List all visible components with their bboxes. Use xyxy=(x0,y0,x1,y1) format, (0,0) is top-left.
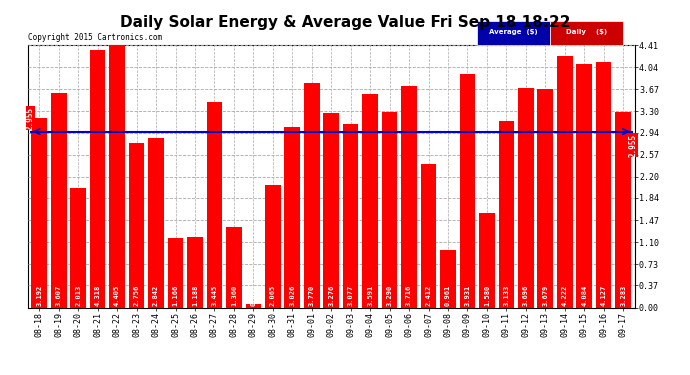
Bar xyxy=(129,144,144,308)
Bar xyxy=(421,164,436,308)
Bar xyxy=(460,74,475,308)
Bar xyxy=(499,121,514,308)
Text: Daily    ($): Daily ($) xyxy=(566,29,607,35)
Bar xyxy=(70,188,86,308)
Bar xyxy=(538,88,553,308)
Text: 3.770: 3.770 xyxy=(308,285,315,306)
FancyBboxPatch shape xyxy=(550,21,622,45)
Bar xyxy=(615,112,631,308)
Text: 4.405: 4.405 xyxy=(114,285,120,306)
Text: 2.412: 2.412 xyxy=(426,285,431,306)
Bar xyxy=(557,56,573,308)
Text: 3.290: 3.290 xyxy=(386,285,393,306)
Bar xyxy=(479,213,495,308)
Text: 1.166: 1.166 xyxy=(172,285,179,306)
Bar xyxy=(596,62,611,308)
Text: 3.607: 3.607 xyxy=(56,285,61,306)
Text: Average  ($): Average ($) xyxy=(489,29,538,35)
Bar xyxy=(284,128,300,308)
Text: 4.318: 4.318 xyxy=(95,285,101,306)
Text: Daily Solar Energy & Average Value Fri Sep 18 18:22: Daily Solar Energy & Average Value Fri S… xyxy=(120,15,570,30)
Text: 3.192: 3.192 xyxy=(37,285,42,306)
Bar xyxy=(187,237,203,308)
Text: 2.013: 2.013 xyxy=(75,285,81,306)
Bar xyxy=(109,45,125,308)
Text: 3.679: 3.679 xyxy=(542,285,549,306)
Text: Copyright 2015 Cartronics.com: Copyright 2015 Cartronics.com xyxy=(28,33,161,42)
Bar xyxy=(518,87,533,308)
Text: 3.133: 3.133 xyxy=(503,285,509,306)
Bar xyxy=(206,102,222,308)
Bar xyxy=(168,238,184,308)
Text: 0.961: 0.961 xyxy=(445,285,451,306)
Text: 1.580: 1.580 xyxy=(484,285,490,306)
Text: 3.077: 3.077 xyxy=(348,285,354,306)
Bar xyxy=(246,304,261,307)
Text: 3.716: 3.716 xyxy=(406,285,412,306)
Bar xyxy=(402,86,417,308)
Text: 1.188: 1.188 xyxy=(192,285,198,306)
Text: 4.222: 4.222 xyxy=(562,285,568,306)
Text: 2.955: 2.955 xyxy=(629,134,638,156)
Text: 3.445: 3.445 xyxy=(211,285,217,306)
Text: 2.955: 2.955 xyxy=(26,107,35,130)
Bar xyxy=(576,64,592,308)
Text: 2.842: 2.842 xyxy=(153,285,159,306)
Bar xyxy=(343,124,358,308)
Bar xyxy=(362,94,378,308)
Text: 1.360: 1.360 xyxy=(231,285,237,306)
Text: 2.756: 2.756 xyxy=(134,285,139,306)
Bar xyxy=(382,112,397,308)
Text: 4.127: 4.127 xyxy=(601,285,607,306)
FancyBboxPatch shape xyxy=(477,21,550,45)
Text: 3.931: 3.931 xyxy=(464,285,471,306)
Text: 3.696: 3.696 xyxy=(523,285,529,306)
Text: 3.026: 3.026 xyxy=(289,285,295,306)
Bar xyxy=(90,51,106,308)
Text: 0.060: 0.060 xyxy=(250,285,257,306)
Text: 2.065: 2.065 xyxy=(270,285,276,306)
Text: 3.276: 3.276 xyxy=(328,285,334,306)
Bar xyxy=(32,117,47,308)
Bar xyxy=(51,93,66,308)
Text: 3.283: 3.283 xyxy=(620,285,626,306)
Bar xyxy=(148,138,164,308)
Bar xyxy=(304,83,319,308)
Text: 3.591: 3.591 xyxy=(367,285,373,306)
Bar xyxy=(265,184,281,308)
Bar xyxy=(226,226,242,308)
Bar xyxy=(324,112,339,308)
Bar xyxy=(440,250,456,307)
Text: 4.084: 4.084 xyxy=(581,285,587,306)
